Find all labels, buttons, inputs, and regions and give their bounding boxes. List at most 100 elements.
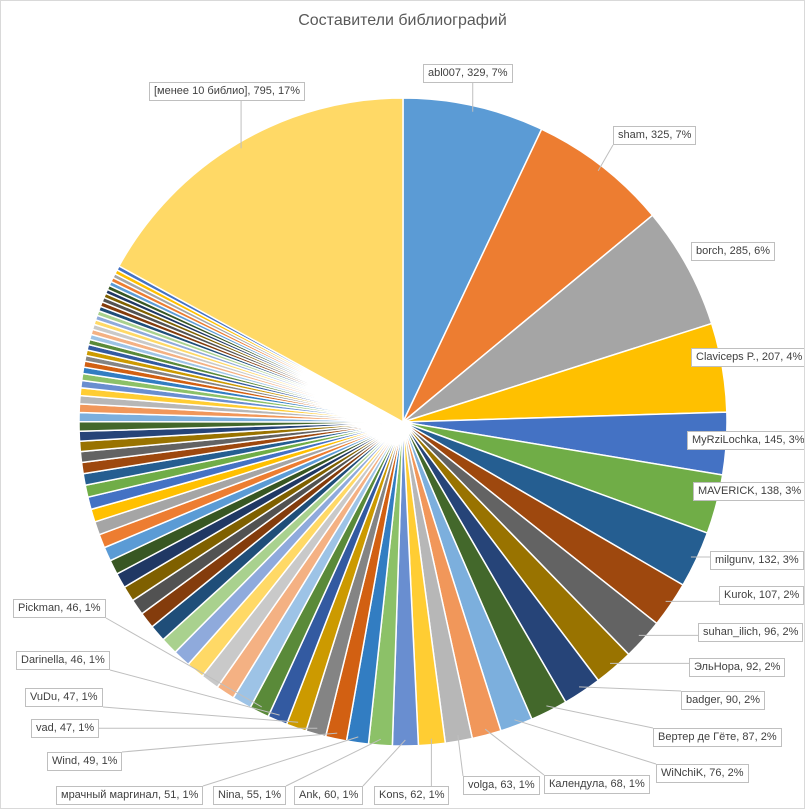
leader-line (546, 705, 654, 729)
data-label-name: Ank (299, 789, 318, 801)
data-label-name: Claviceps P. (696, 351, 756, 363)
data-label-value: 145 (764, 434, 783, 446)
data-label-name: sham (618, 129, 645, 141)
data-label-name: мрачный маргинал (61, 789, 159, 801)
data-label-value: 96 (764, 626, 777, 638)
data-label-value: 132 (758, 554, 777, 566)
leader-line (362, 739, 406, 787)
data-label-value: 63 (500, 779, 513, 791)
data-label: мрачный маргинал, 51, 1% (56, 786, 204, 805)
data-label-percent: 1% (88, 654, 105, 666)
data-label: VuDu, 47, 1% (25, 688, 103, 707)
data-label-name: Darinella (21, 654, 65, 666)
data-label: abl007, 329, 7% (423, 64, 513, 83)
data-label-name: volga (468, 779, 495, 791)
data-label-name: Календула (549, 778, 605, 790)
data-label-name: badger (686, 694, 720, 706)
data-label-value: 49 (83, 755, 96, 767)
data-label-name: Kurok (724, 589, 753, 601)
data-label: Ank, 60, 1% (294, 786, 364, 805)
data-label-percent: 1% (78, 722, 95, 734)
data-label-name: VuDu (30, 691, 58, 703)
data-label-name: [менее 10 библио] (154, 85, 248, 97)
data-label-value: 138 (760, 485, 780, 497)
data-label-percent: 4% (786, 351, 803, 363)
data-label-percent: 1% (342, 789, 359, 801)
leader-line (514, 719, 657, 765)
data-label-name: vad (36, 722, 54, 734)
leader-line (102, 706, 299, 723)
data-label-value: 76 (709, 767, 722, 779)
data-label-name: Nina (218, 789, 241, 801)
data-label-percent: 17% (278, 85, 301, 97)
data-label: Kons, 62, 1% (374, 786, 450, 805)
data-label-percent: 3% (785, 485, 802, 497)
data-label: Вертер де Гёте, 87, 2% (653, 728, 782, 747)
data-label-name: Kons (379, 789, 405, 801)
data-label: Nina, 55, 1% (213, 786, 287, 805)
data-label-value: 90 (725, 694, 739, 706)
data-label-percent: 7% (491, 67, 508, 79)
data-label-name: Pickman (18, 602, 61, 614)
data-label: Darinella, 46, 1% (16, 651, 110, 670)
data-label-value: 87 (742, 731, 755, 743)
data-label-name: suhan_ilich (703, 626, 759, 638)
data-label-value: 62 (410, 789, 423, 801)
data-label-value: 46 (70, 654, 83, 666)
data-label-percent: 7% (675, 129, 692, 141)
data-label: Claviceps P., 207, 4% (691, 348, 804, 367)
data-label-value: 46 (66, 602, 79, 614)
data-label-percent: 1% (182, 789, 199, 801)
data-label-name: WiNchiK (661, 767, 704, 779)
data-label-percent: 1% (518, 779, 535, 791)
data-label: ЭльНора, 92, 2% (689, 658, 786, 677)
pie-slice--менее-10-библио- (118, 97, 404, 424)
data-label-value: 795 (253, 85, 272, 97)
data-label-percent: 1% (428, 789, 445, 801)
data-label-percent: 2% (764, 661, 781, 673)
data-label-value: 285 (729, 245, 749, 257)
data-label: MyRziLochka, 145, 3% (687, 431, 804, 450)
data-label: Wind, 49, 1% (47, 752, 123, 771)
leader-line (597, 144, 614, 172)
data-label-value: 107 (758, 589, 778, 601)
leader-line (109, 669, 280, 716)
leader-line (579, 686, 682, 692)
data-label: Kurok, 107, 2% (719, 586, 804, 605)
data-label: milgunv, 132, 3% (710, 551, 804, 570)
leader-line (202, 736, 359, 787)
data-label-name: Wind (52, 755, 78, 767)
data-label-percent: 2% (760, 731, 777, 743)
data-label-value: 47 (63, 691, 76, 703)
data-label-percent: 1% (265, 789, 282, 801)
data-label-percent: 6% (754, 245, 771, 257)
pie-slice-borch (402, 214, 713, 423)
data-label-value: 329 (467, 67, 486, 79)
leader-line (285, 738, 382, 787)
data-label-percent: 1% (81, 691, 98, 703)
data-label: suhan_ilich, 96, 2% (698, 623, 804, 642)
data-label-value: 51 (164, 789, 177, 801)
data-label-percent: 1% (84, 602, 101, 614)
leader-line (121, 732, 338, 753)
data-label: volga, 63, 1% (463, 776, 540, 795)
data-label-value: 47 (59, 722, 73, 734)
pie-slice-abl007 (402, 97, 543, 423)
data-label-value: 207 (761, 351, 781, 363)
data-label-name: MyRziLochka (692, 434, 759, 446)
data-label-value: 325 (651, 129, 670, 141)
data-label-percent: 1% (101, 755, 118, 767)
data-label-value: 92 (746, 661, 759, 673)
leader-line (105, 617, 262, 708)
data-label: Календула, 68, 1% (544, 775, 650, 794)
data-label-percent: 2% (744, 694, 761, 706)
data-label-percent: 2% (782, 626, 799, 638)
data-label: WiNchiK, 76, 2% (656, 764, 749, 783)
chart-title: Составители библиографий (298, 12, 507, 29)
data-label-name: ЭльНора (694, 661, 740, 673)
data-label-percent: 2% (727, 767, 744, 779)
data-label-name: Вертер де Гёте (658, 731, 737, 743)
data-label-name: MAVERICK (698, 485, 755, 497)
